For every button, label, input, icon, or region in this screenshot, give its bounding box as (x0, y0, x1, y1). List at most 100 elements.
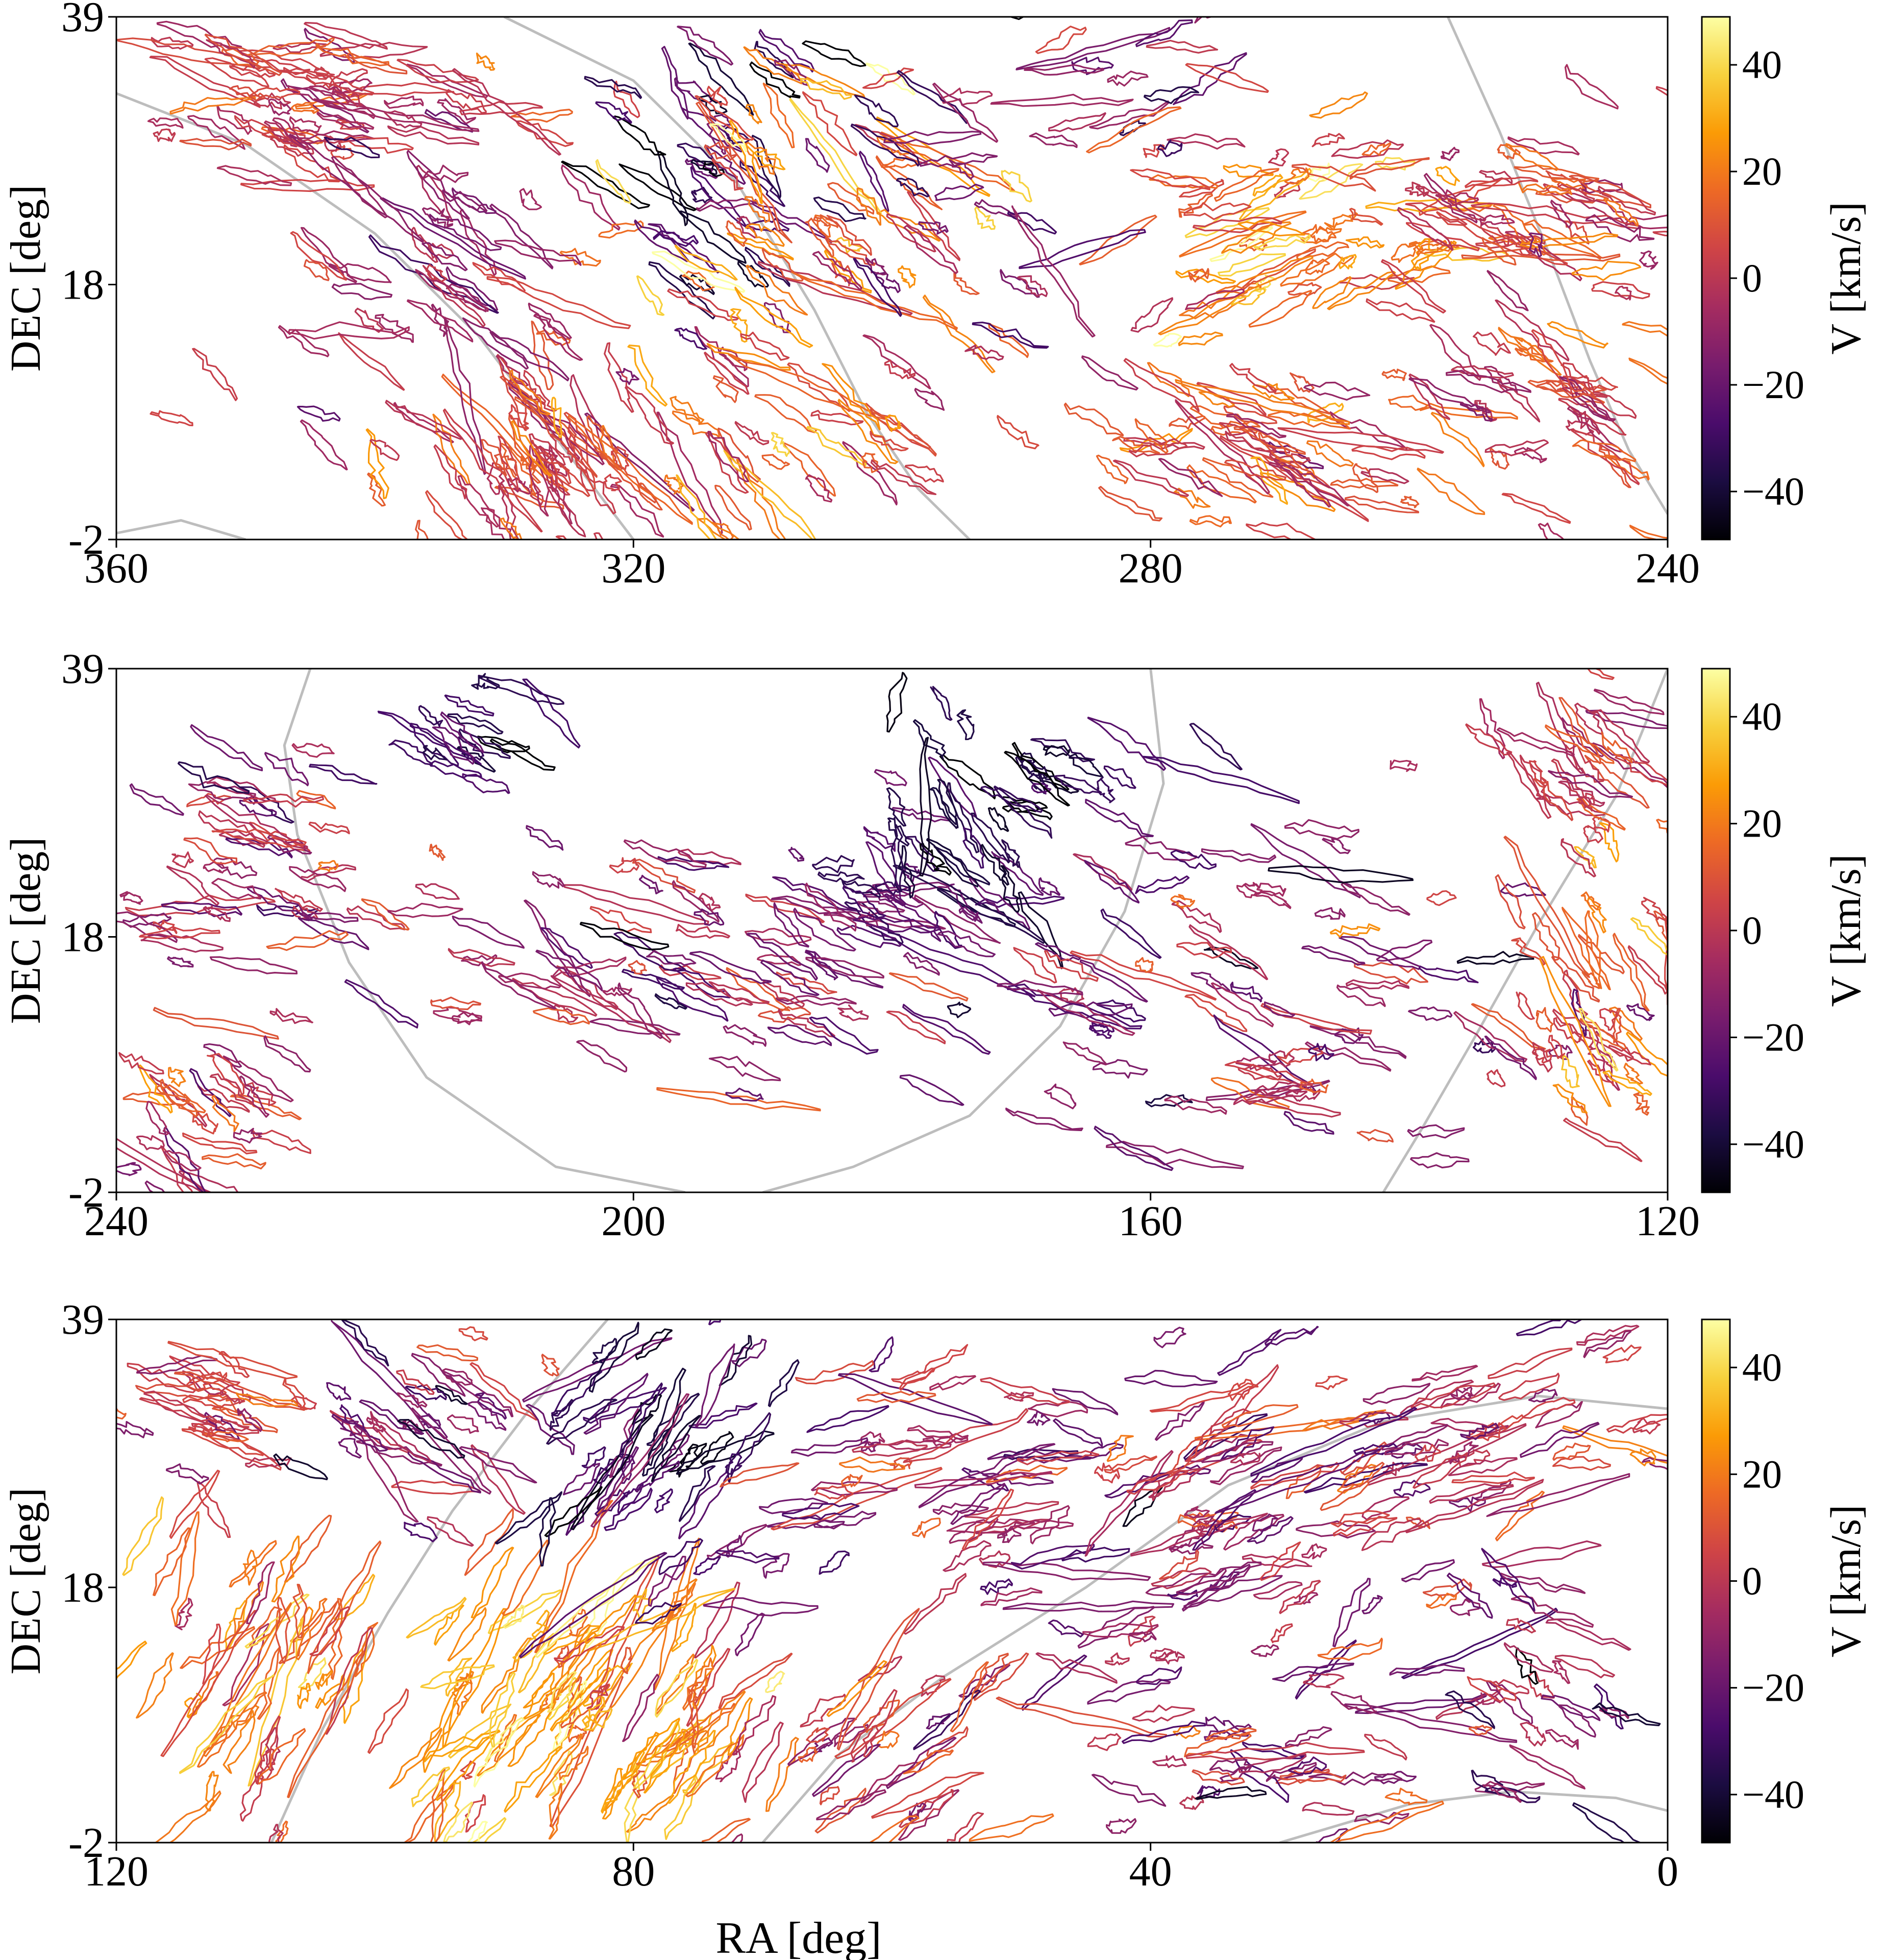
filament (1345, 979, 1410, 990)
filament (1185, 63, 1269, 93)
filament (1301, 1543, 1327, 1560)
filament (819, 1786, 840, 1805)
filament (1154, 1400, 1205, 1441)
filament (1159, 1549, 1199, 1580)
filament (211, 1094, 239, 1133)
panel-top: 360 320 280 240 39 18 -2 DEC [deg] 40 20 0 −20 −40 V … (2, 0, 1870, 592)
filament (1052, 1388, 1119, 1415)
filament (790, 1437, 869, 1457)
filament (1481, 237, 1517, 266)
filament (706, 1524, 767, 1561)
filament (1268, 148, 1290, 166)
filament (725, 1452, 742, 1475)
filament (1584, 754, 1650, 809)
filament (1339, 1411, 1409, 1430)
filament (1010, 1544, 1095, 1570)
filament (533, 1007, 590, 1025)
filament (433, 444, 467, 500)
filament (619, 1382, 663, 1458)
filament (1277, 427, 1444, 454)
filament (800, 1694, 846, 1728)
filament (1356, 1129, 1394, 1143)
filament (907, 1425, 969, 1443)
filament (454, 1671, 474, 1692)
filament (1420, 403, 1518, 420)
filament (1507, 136, 1580, 156)
filament (1484, 439, 1549, 456)
axes-frame (115, 668, 1669, 1193)
filament (551, 397, 563, 438)
filament (762, 1553, 790, 1579)
filament (1157, 139, 1183, 157)
filament (613, 932, 686, 972)
filament (1253, 890, 1292, 910)
filament (1218, 253, 1286, 277)
filament (1233, 1089, 1308, 1106)
filament (440, 712, 484, 753)
filament (354, 307, 384, 333)
filament (1210, 1446, 1282, 1485)
filament (1048, 1001, 1133, 1019)
filament (597, 1446, 639, 1511)
filament (1417, 468, 1485, 515)
filament (207, 1052, 244, 1096)
filament (1179, 179, 1224, 198)
filament (653, 1537, 700, 1690)
filament (1535, 1401, 1583, 1429)
filament (937, 930, 996, 958)
filament (1152, 1471, 1180, 1501)
filament (595, 159, 631, 204)
filament (1226, 413, 1286, 438)
filament (222, 1710, 256, 1774)
guide-curve (270, 1319, 609, 1843)
filament (974, 206, 996, 230)
filament (862, 334, 931, 389)
filament (964, 344, 1004, 361)
filament (1030, 1505, 1070, 1545)
filament (494, 1713, 517, 1763)
filament (1285, 1465, 1322, 1499)
filament (471, 1817, 507, 1843)
filament (397, 1392, 428, 1408)
filament (344, 979, 418, 1028)
filament (489, 203, 554, 270)
filament (863, 826, 896, 852)
axes-frame (115, 1318, 1669, 1844)
filament (609, 1408, 639, 1478)
filament (697, 518, 740, 540)
filament (1532, 912, 1560, 961)
filament (1015, 27, 1171, 70)
y-tick-label: -2 (68, 1169, 104, 1216)
filament (813, 1510, 877, 1530)
filament (890, 824, 904, 892)
filament (1170, 849, 1217, 870)
filament (943, 1540, 992, 1572)
filament (1079, 959, 1148, 1003)
filament (1223, 1513, 1284, 1551)
filament (1308, 1771, 1403, 1786)
filament (695, 1343, 735, 1427)
filament (857, 900, 905, 914)
filament (1479, 214, 1515, 226)
filament (677, 1443, 699, 1478)
filament (1560, 362, 1591, 391)
filament (431, 304, 449, 337)
filament (870, 924, 1035, 997)
filament (290, 102, 319, 114)
filament (324, 136, 380, 159)
filament (1639, 250, 1658, 270)
filament (598, 220, 644, 239)
filament (1302, 1802, 1355, 1816)
filament (531, 1609, 550, 1638)
filament (1411, 1364, 1478, 1382)
filament (197, 1085, 250, 1113)
filament (661, 45, 689, 120)
filament (798, 1747, 818, 1763)
filament (702, 1818, 751, 1843)
filament (898, 845, 915, 899)
filament (1268, 865, 1414, 884)
filament (498, 972, 561, 990)
filament (678, 1465, 716, 1522)
filament (1667, 224, 1668, 226)
filament (1330, 478, 1399, 489)
